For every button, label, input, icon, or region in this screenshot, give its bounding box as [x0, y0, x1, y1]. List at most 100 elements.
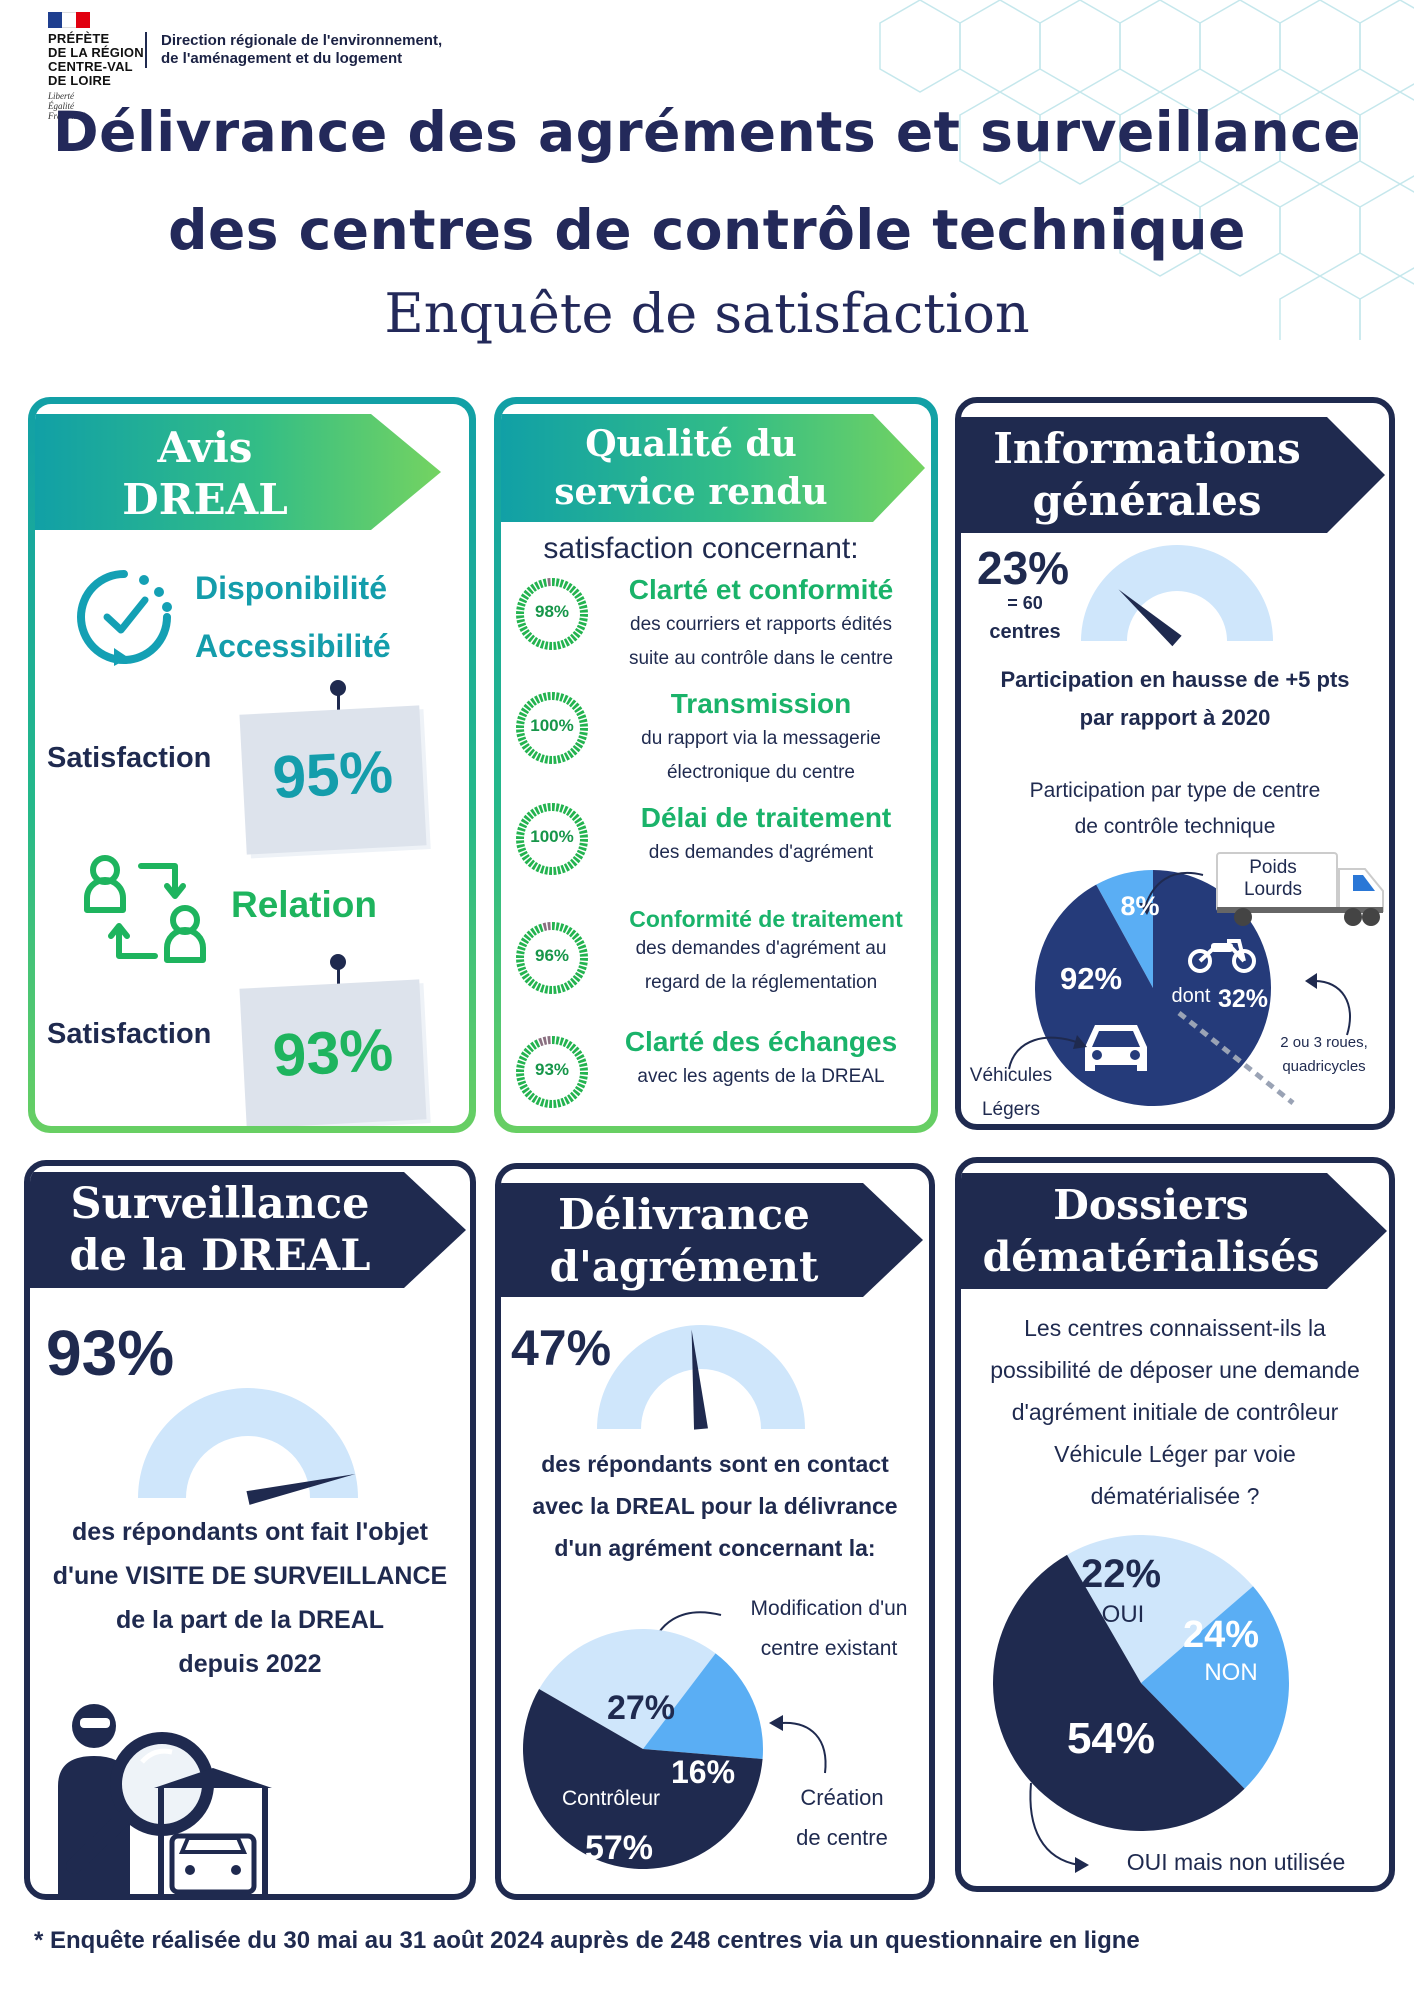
- ring-segment: [567, 750, 574, 759]
- ring-segment: [534, 695, 541, 704]
- ring-segment: [560, 639, 566, 649]
- satisfaction-ring: [516, 1036, 588, 1108]
- vl-pct: 92%: [1059, 961, 1123, 996]
- ring-segment: [570, 747, 578, 756]
- item-desc: suite au contrôle dans le centre: [628, 648, 894, 669]
- logo-line: CENTRE-VAL: [48, 59, 133, 74]
- banner-line: d'agrément: [549, 1242, 819, 1291]
- satisfaction-value: 95%: [270, 737, 395, 812]
- ring-segment: [539, 984, 545, 993]
- ring-segment: [579, 604, 588, 610]
- gauge-needle: [246, 1474, 356, 1505]
- card-dossiers: Dossiers dématérialisés Les centres conn…: [955, 1157, 1395, 1892]
- participation-centres: centres: [989, 621, 1061, 643]
- ring-segment: [516, 1076, 525, 1082]
- pie-slice: [1141, 1586, 1289, 1789]
- arrow-to-oui-non-utilisee-icon: [1029, 1782, 1089, 1873]
- banner-line: Informations: [993, 424, 1301, 473]
- ring-segment: [524, 857, 533, 865]
- ring-segment: [548, 866, 552, 875]
- ring-segment: [520, 1051, 530, 1058]
- truck-icon: [1216, 852, 1384, 926]
- surveillance-pct: 93%: [46, 1317, 175, 1389]
- ring-segment: [579, 1072, 588, 1076]
- banner-line: générales: [1032, 476, 1262, 525]
- ring-segment: [579, 723, 588, 727]
- ring-segment: [572, 631, 581, 639]
- pie-label: 54%: [1067, 1714, 1155, 1763]
- ring-segment: [567, 1094, 574, 1103]
- ring-segment: [521, 973, 530, 980]
- prefecture-logo: PRÉFÈTE DE LA RÉGION CENTRE-VAL DE LOIRE…: [48, 12, 148, 121]
- ring-segment: [566, 696, 573, 706]
- surveillance-gauge: [138, 1388, 358, 1505]
- poids-lourds-label: Poids Lourds: [1223, 857, 1323, 901]
- ring-segment: [516, 1068, 525, 1072]
- ring-segment: [576, 1054, 585, 1061]
- page-title-line-1: Délivrance des agréments et surveillance: [52, 100, 1361, 164]
- ring-segment: [544, 641, 549, 650]
- ring-segment: [519, 1083, 528, 1090]
- ring-segment: [562, 805, 569, 815]
- note-card: 95%: [239, 705, 427, 855]
- ring-segment: [579, 948, 588, 954]
- ring-segment: [577, 825, 587, 831]
- ring-segment: [520, 818, 530, 825]
- hausse-line: Participation en hausse de +5 pts: [1000, 667, 1350, 692]
- ring-segment: [539, 754, 545, 763]
- arrow-to-vl-icon: [1008, 1035, 1087, 1070]
- card-delivrance: Délivrance d'agrément 47% des répondants…: [495, 1163, 935, 1900]
- ring-segment: [526, 811, 534, 820]
- ring-segment: [524, 976, 533, 984]
- delivrance-line: avec la DREAL pour la délivrance: [532, 1493, 898, 1519]
- ring-segment: [553, 866, 557, 875]
- ring-segment: [571, 588, 580, 596]
- ring-segment: [524, 632, 533, 640]
- garage-car-icon: [154, 1768, 272, 1894]
- ring-segment: [553, 985, 557, 994]
- ring-segment: [548, 641, 552, 650]
- ring-segment: [552, 922, 556, 931]
- ring-segment: [517, 966, 527, 972]
- ring-segment: [576, 738, 586, 745]
- ring-segment: [579, 728, 588, 732]
- ring-segment: [574, 742, 584, 749]
- ring-segment: [516, 615, 525, 619]
- ring-segment: [523, 703, 532, 711]
- delivrance-pct: 47%: [511, 1320, 612, 1376]
- question-line: d'agrément initiale de contrôleur: [1011, 1399, 1339, 1425]
- ring-segment: [563, 982, 570, 991]
- pie-label: 27%: [607, 1689, 675, 1727]
- ring-segment: [576, 940, 585, 947]
- ring-segment: [523, 814, 532, 822]
- ring-segment: [530, 583, 537, 592]
- hexagon-pattern: [879, 0, 1414, 340]
- ring-segment: [517, 715, 526, 721]
- ring-segment: [547, 692, 551, 701]
- ring-segment: [571, 932, 580, 940]
- ring-segment: [556, 1099, 562, 1108]
- ring-segment: [517, 736, 527, 742]
- banner-arrow: [961, 417, 1385, 533]
- ring-segment: [571, 1046, 580, 1054]
- modif-line: Modification d'un: [750, 1597, 908, 1620]
- label-disponibilite: Disponibilité: [195, 570, 387, 606]
- ring-segment: [562, 1038, 569, 1048]
- ring-segment: [526, 930, 534, 939]
- clock-check-icon: [77, 570, 172, 666]
- logo-line: DE LA RÉGION: [48, 45, 144, 60]
- satisfaction-label: Satisfaction: [47, 742, 212, 774]
- satisfaction-rings: [516, 578, 588, 1108]
- ring-segment: [531, 636, 538, 646]
- ring-segment: [579, 834, 588, 838]
- ring-segment: [548, 985, 552, 994]
- item-desc: avec les agents de la DREAL: [637, 1066, 885, 1087]
- label-relation: Relation: [231, 884, 377, 925]
- ring-segment: [577, 714, 587, 720]
- ring-segment: [560, 983, 566, 993]
- ring-segment: [539, 640, 545, 649]
- ring-segment: [563, 638, 570, 647]
- logo-motto: Égalité: [48, 101, 74, 111]
- participation-gauge: [1081, 545, 1273, 647]
- creation-line: de centre: [796, 1825, 888, 1850]
